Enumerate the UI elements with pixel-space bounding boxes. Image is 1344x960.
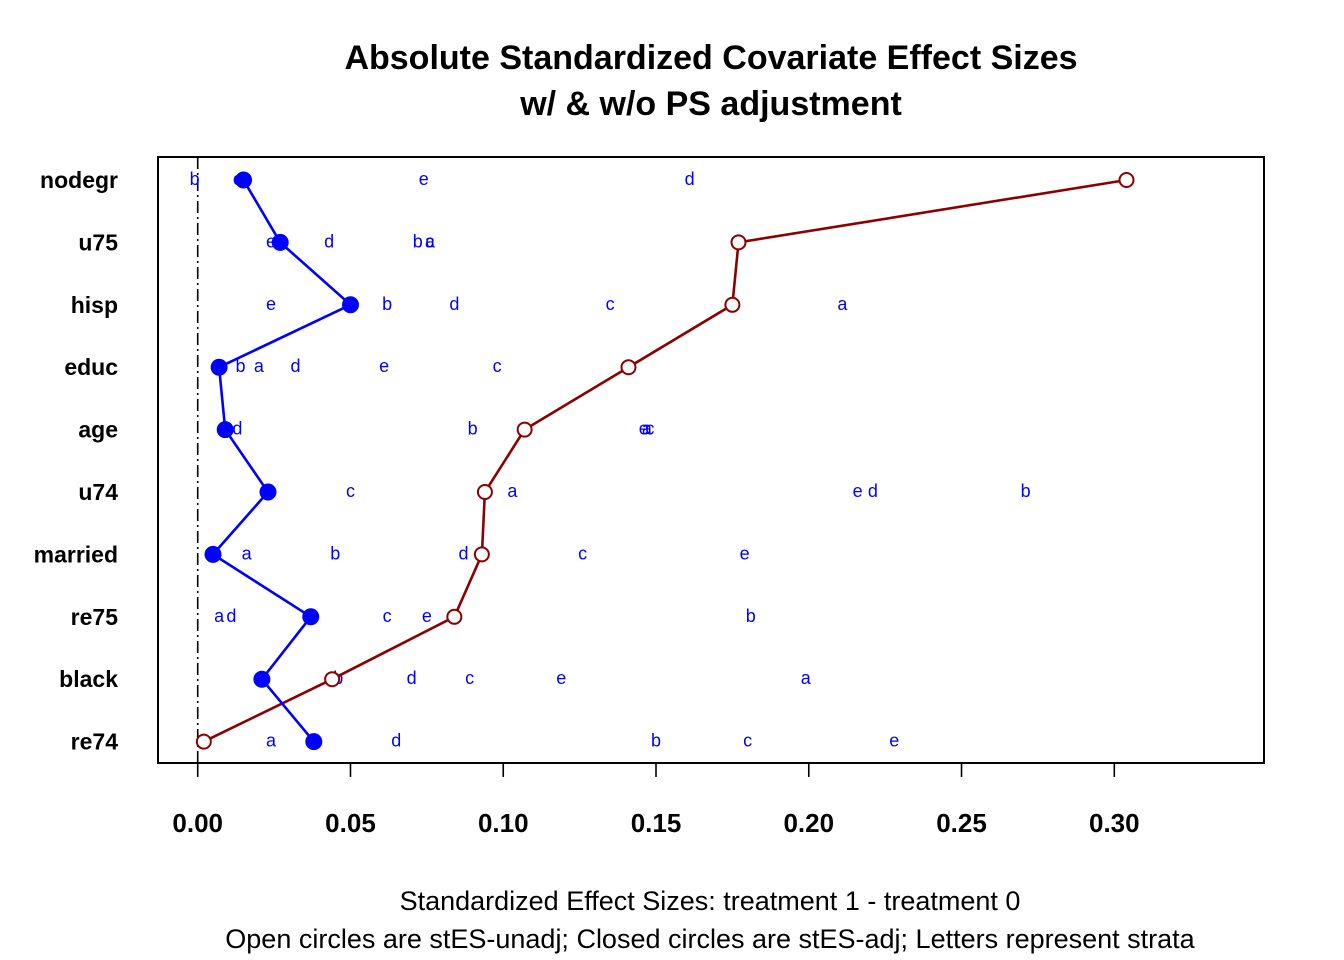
stratum-b-re75: b (746, 606, 756, 626)
point-stES-adj-educ (210, 358, 228, 376)
stratum-a-re75: a (214, 606, 225, 626)
point-stES-adj-re75 (302, 608, 320, 626)
point-stES-adj-u75 (271, 233, 289, 251)
stratum-e-hisp: e (266, 294, 276, 314)
chart-title: Absolute Standardized Covariate Effect S… (344, 39, 1077, 77)
y-label-nodegr: nodegr (40, 167, 118, 193)
stratum-a-re74: a (266, 731, 277, 751)
series-line-stES-unadj (203, 178, 1127, 743)
point-stES-adj-re74 (305, 733, 323, 751)
y-label-re75: re75 (71, 604, 119, 630)
stratum-d-black: d (407, 668, 417, 688)
stratum-c-hisp: c (606, 294, 615, 314)
x-tick-label: 0.00 (172, 808, 223, 838)
stratum-a-educ: a (254, 356, 265, 376)
stratum-c-married: c (578, 543, 587, 563)
chart-subtitle: w/ & w/o PS adjustment (519, 85, 902, 123)
y-axis-labels: nodegr u75 hisp educ age u74 married re75 black r… (34, 167, 119, 755)
y-label-u75: u75 (78, 229, 118, 255)
stratum-a-black: a (801, 668, 812, 688)
stratum-a-u75: a (425, 231, 436, 251)
y-label-u74: u74 (78, 479, 118, 505)
point-stES-unadj-black (324, 671, 341, 688)
stratum-c-u74: c (346, 481, 355, 501)
series-line-stES-adj (211, 179, 353, 743)
stratum-d-nodegr: d (685, 169, 695, 189)
stratum-e-nodegr: e (419, 169, 429, 189)
x-axis-label: Standardized Effect Sizes: treatment 1 -… (400, 886, 1021, 916)
series-lines-group (203, 178, 1127, 743)
stratum-e-age: e (639, 419, 649, 439)
stratum-e-black: e (556, 668, 566, 688)
point-stES-adj-u74 (259, 483, 277, 501)
point-stES-adj-black (253, 670, 271, 688)
x-tick-label: 0.15 (631, 808, 682, 838)
stratum-a-married: a (242, 543, 253, 563)
stratum-c-educ: c (493, 356, 502, 376)
point-stES-adj-hisp (341, 296, 359, 314)
stratum-e-educ: e (379, 356, 389, 376)
stratum-b-re74: b (651, 731, 661, 751)
point-stES-unadj-educ (620, 359, 637, 376)
point-stES-unadj-u75 (730, 234, 747, 251)
stratum-d-u75: d (324, 231, 334, 251)
stratum-b-u75: b (413, 231, 423, 251)
stratum-b-u74: b (1021, 481, 1031, 501)
point-stES-unadj-re75 (446, 608, 463, 625)
series-points-group (195, 171, 1135, 751)
point-stES-unadj-married (473, 546, 490, 563)
y-label-age: age (78, 417, 118, 443)
x-tick-label: 0.20 (783, 808, 834, 838)
stratum-b-hisp: b (382, 294, 392, 314)
x-tick-label: 0.05 (325, 808, 376, 838)
stratum-c-re74: c (743, 731, 752, 751)
x-tick-label: 0.25 (936, 808, 987, 838)
point-stES-unadj-nodegr (1118, 172, 1135, 188)
y-label-re74: re74 (71, 729, 119, 755)
y-label-educ: educ (64, 354, 118, 380)
stratum-b-age: b (468, 419, 478, 439)
x-tick-label: 0.10 (478, 808, 529, 838)
stratum-e-u74: e (853, 481, 863, 501)
stratum-c-age: c (645, 419, 654, 439)
stratum-d-educ: d (290, 356, 300, 376)
stratum-c-black: c (465, 668, 474, 688)
point-stES-adj-age (216, 421, 234, 439)
stratum-b-nodegr: b (190, 169, 200, 189)
point-stES-unadj-hisp (724, 296, 741, 313)
stratum-e-married: e (740, 543, 750, 563)
point-stES-unadj-age (516, 421, 533, 438)
stratum-e-re74: e (889, 731, 899, 751)
stratum-d-hisp: d (449, 294, 459, 314)
point-stES-adj-nodegr (235, 171, 253, 189)
stratum-d-married: d (459, 543, 469, 563)
point-stES-unadj-re74 (195, 733, 212, 750)
stratum-e-u75: e (266, 231, 276, 251)
stratum-b-educ: b (235, 356, 245, 376)
stratum-a-u74: a (507, 481, 518, 501)
stratum-d-re74: d (391, 731, 401, 751)
stratum-d-u74: d (868, 481, 878, 501)
stratum-a-age: a (642, 419, 653, 439)
stratum-c-re75: c (383, 606, 392, 626)
x-axis: 0.00 0.05 0.10 0.15 0.20 0.25 0.30 (172, 762, 1140, 838)
y-label-hisp: hisp (71, 292, 118, 318)
stratum-d-age: d (232, 419, 242, 439)
stratum-b-married: b (330, 543, 340, 563)
stratum-a-hisp: a (837, 294, 848, 314)
y-label-black: black (59, 666, 118, 692)
stratum-d-re75: d (226, 606, 236, 626)
point-stES-unadj-u74 (476, 484, 493, 500)
y-label-married: married (34, 541, 118, 567)
stratum-c-u75: c (425, 231, 434, 251)
stratum-e-re75: e (422, 606, 432, 626)
x-axis-note: Open circles are stES-unadj; Closed circ… (225, 924, 1195, 954)
x-tick-label: 0.30 (1089, 808, 1140, 838)
point-stES-adj-married (204, 545, 222, 563)
strata-letters-group: abcdeabcdeabcdeabcdeabcdeabcdeabcdeabcde… (190, 169, 1031, 751)
